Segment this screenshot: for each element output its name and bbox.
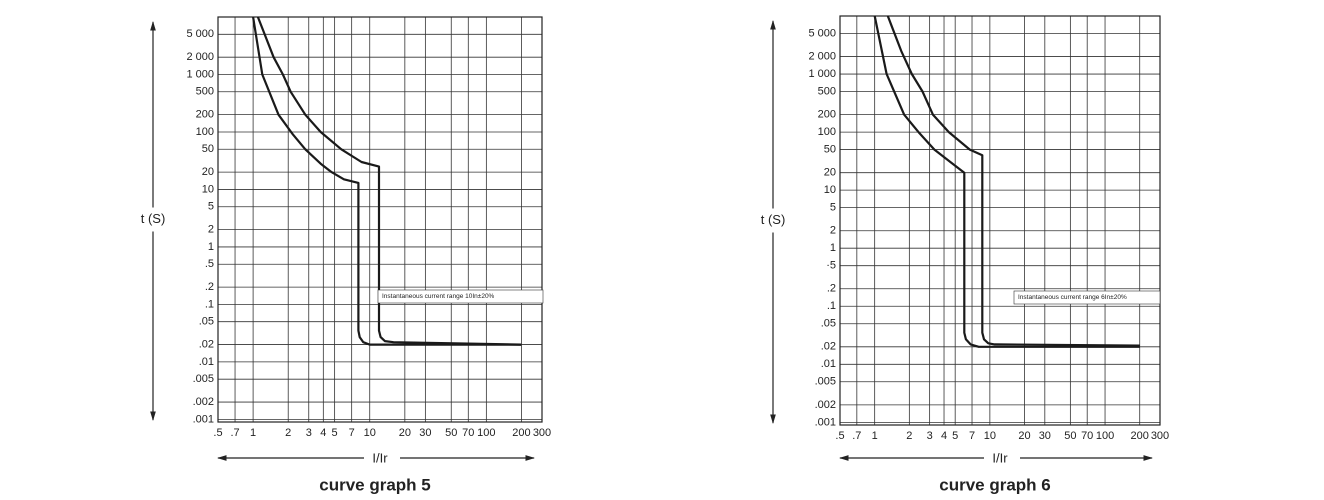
x-tick-label: 7 bbox=[969, 430, 975, 442]
y-tick-label: 2 bbox=[208, 224, 214, 236]
x-tick-label: 300 bbox=[533, 427, 551, 439]
y-tick-label: 5 000 bbox=[808, 27, 836, 39]
y-tick-label: 5 000 bbox=[186, 28, 214, 40]
annotation-box bbox=[377, 289, 544, 304]
x-tick-label: 3 bbox=[927, 430, 933, 442]
y-tick-label: 500 bbox=[818, 85, 836, 97]
y-tick-label: .2 bbox=[205, 281, 214, 293]
y-tick-label: 1 000 bbox=[186, 68, 214, 80]
y-tick-label: 2 000 bbox=[186, 51, 214, 63]
x-tick-label: 300 bbox=[1151, 430, 1169, 442]
y-tick-label: 500 bbox=[196, 86, 214, 98]
x-tick-label: .7 bbox=[230, 427, 239, 439]
trip-curve bbox=[252, 16, 522, 346]
y-tick-label: .1 bbox=[827, 300, 836, 312]
x-tick-label: 1 bbox=[872, 430, 878, 442]
y-tick-label: .002 bbox=[815, 399, 836, 411]
y-tick-label: .005 bbox=[815, 376, 836, 388]
y-tick-label: 100 bbox=[818, 126, 836, 138]
y-tick-label: 5 bbox=[208, 201, 214, 213]
x-tick-label: 200 bbox=[1131, 430, 1149, 442]
plot-frame bbox=[217, 16, 543, 423]
x-tick-label: 5 bbox=[332, 427, 338, 439]
y-tick-label: .2 bbox=[827, 283, 836, 295]
y-tick-label: 20 bbox=[824, 167, 836, 179]
trip-curve bbox=[886, 15, 1140, 347]
y-tick-label: 1 bbox=[830, 242, 836, 254]
y-tick-label: .001 bbox=[193, 413, 214, 425]
x-tick-label: 4 bbox=[941, 430, 947, 442]
x-tick-label: 10 bbox=[364, 427, 376, 439]
x-tick-label: 2 bbox=[285, 427, 291, 439]
x-tick-label: 10 bbox=[984, 430, 996, 442]
y-tick-label: .002 bbox=[193, 396, 214, 408]
x-tick-label: .5 bbox=[213, 427, 222, 439]
x-tick-label: 2 bbox=[906, 430, 912, 442]
annotation: Instantaneous current range 10In±20% bbox=[382, 293, 495, 300]
y-tick-label: 50 bbox=[202, 143, 214, 155]
chart-title: curve graph 6 bbox=[939, 475, 1051, 494]
trip-curve bbox=[873, 15, 1140, 348]
x-tick-label: 3 bbox=[306, 427, 312, 439]
y-tick-label: .005 bbox=[193, 373, 214, 385]
chart: 5 000 2 000 1 000 500 200 100 50 20 10 5 2 1 ·5 .2 .1.… bbox=[761, 15, 1169, 494]
y-tick-label: 10 bbox=[824, 184, 836, 196]
x-tick-label: 1 bbox=[250, 427, 256, 439]
y-tick-label: 2 000 bbox=[808, 50, 836, 62]
y-tick-label: 10 bbox=[202, 183, 214, 195]
x-tick-label: 20 bbox=[399, 427, 411, 439]
x-tick-label: 5 bbox=[952, 430, 958, 442]
y-tick-label: 200 bbox=[196, 109, 214, 121]
x-tick-label: .7 bbox=[852, 430, 861, 442]
y-tick-label: .05 bbox=[199, 316, 214, 328]
x-tick-label: 30 bbox=[419, 427, 431, 439]
x-axis-label: I/Ir bbox=[372, 450, 388, 465]
x-tick-label: 50 bbox=[1064, 430, 1076, 442]
x-tick-label: 200 bbox=[512, 427, 530, 439]
annotation: Instantaneous current range 6In±20% bbox=[1018, 294, 1127, 301]
x-tick-label: 4 bbox=[320, 427, 326, 439]
y-tick-label: .001 bbox=[815, 416, 836, 428]
y-tick-label: .5 bbox=[205, 258, 214, 270]
y-tick-label: 2 bbox=[830, 225, 836, 237]
x-tick-label: 100 bbox=[477, 427, 495, 439]
x-tick-label: 20 bbox=[1018, 430, 1030, 442]
x-tick-label: 7 bbox=[349, 427, 355, 439]
plot-frame bbox=[839, 15, 1161, 426]
annotation-box bbox=[1013, 290, 1161, 305]
x-tick-label: 50 bbox=[445, 427, 457, 439]
y-tick-label: 200 bbox=[818, 109, 836, 121]
x-tick-label: 100 bbox=[1096, 430, 1114, 442]
x-tick-label: 70 bbox=[1081, 430, 1093, 442]
chart-title: curve graph 5 bbox=[319, 475, 431, 494]
x-axis-label: I/Ir bbox=[992, 450, 1008, 465]
chart: 5 000 2 000 1 000 500 200 100 50 20 10 5 2 1 .5 .2 .1.… bbox=[141, 16, 551, 494]
y-tick-label: 1 000 bbox=[808, 68, 836, 80]
x-tick-label: .5 bbox=[835, 430, 844, 442]
y-tick-label: .1 bbox=[205, 298, 214, 310]
y-tick-label: 1 bbox=[208, 241, 214, 253]
x-tick-label: 30 bbox=[1039, 430, 1051, 442]
y-axis-label: t (S) bbox=[141, 211, 166, 226]
trip-curve bbox=[256, 16, 522, 346]
y-axis-label: t (S) bbox=[761, 212, 786, 227]
y-tick-label: ·5 bbox=[826, 260, 836, 272]
y-tick-label: 5 bbox=[830, 202, 836, 214]
y-tick-label: .05 bbox=[821, 318, 836, 330]
y-tick-label: .02 bbox=[199, 338, 214, 350]
y-tick-label: .02 bbox=[821, 341, 836, 353]
y-tick-label: 100 bbox=[196, 126, 214, 138]
y-tick-label: 20 bbox=[202, 166, 214, 178]
y-tick-label: 50 bbox=[824, 143, 836, 155]
y-tick-label: .01 bbox=[821, 358, 836, 370]
x-tick-label: 70 bbox=[462, 427, 474, 439]
y-tick-label: .01 bbox=[199, 356, 214, 368]
